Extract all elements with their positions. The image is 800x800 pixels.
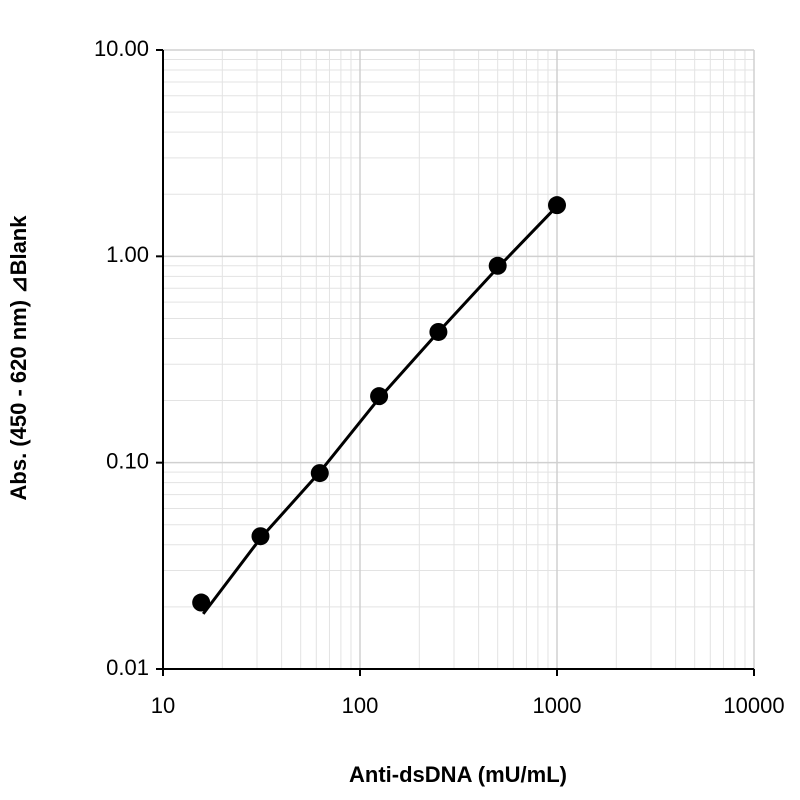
- y-tick-label: 0.01: [106, 655, 149, 680]
- y-tick-label: 10.00: [94, 36, 149, 61]
- data-point: [429, 322, 448, 341]
- y-tick-label: 1.00: [106, 242, 149, 267]
- x-tick-label: 1000: [533, 693, 582, 718]
- data-point: [251, 527, 270, 546]
- x-tick-label: 10000: [723, 693, 784, 718]
- x-axis-title: Anti-dsDNA (mU/mL): [349, 762, 567, 787]
- data-point: [488, 256, 507, 275]
- x-tick-label: 100: [342, 693, 379, 718]
- y-tick-label: 0.10: [106, 448, 149, 473]
- data-point: [370, 387, 389, 406]
- data-point: [548, 196, 566, 215]
- data-point: [192, 593, 211, 612]
- y-axis-title: Abs. (450 - 620 nm) ⊿Blank: [6, 215, 31, 501]
- x-tick-label: 10: [151, 693, 175, 718]
- plot: [192, 196, 566, 615]
- data-point: [310, 464, 329, 483]
- grid: [162, 49, 755, 670]
